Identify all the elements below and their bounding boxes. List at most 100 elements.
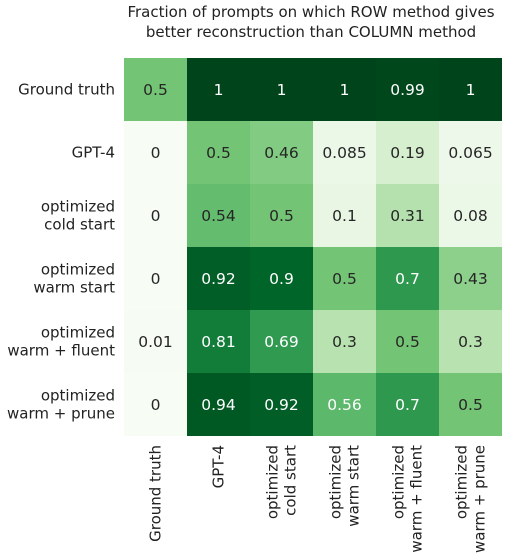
heatmap-cell bbox=[187, 373, 250, 436]
column-label-line: optimized bbox=[390, 445, 408, 519]
heatmap-cell bbox=[313, 121, 376, 184]
row-label: optimized bbox=[41, 324, 115, 342]
heatmap-cell bbox=[439, 58, 502, 121]
cell-value-label: 0.5 bbox=[143, 81, 168, 99]
heatmap-cell bbox=[187, 247, 250, 310]
cell-value-label: 0.94 bbox=[201, 396, 236, 414]
column-label-line: Ground truth bbox=[147, 445, 165, 542]
cell-value-label: 0.5 bbox=[395, 333, 420, 351]
column-label-line: warm + prune bbox=[471, 445, 489, 553]
heatmap-cell bbox=[250, 58, 313, 121]
column-label-line: optimized bbox=[264, 445, 282, 519]
heatmap-cell bbox=[250, 184, 313, 247]
row-label: optimized bbox=[41, 261, 115, 279]
cell-value-label: 0.54 bbox=[201, 207, 236, 225]
row-label: Ground truth bbox=[18, 81, 115, 99]
column-label: optimized warm + prune bbox=[453, 445, 489, 553]
cell-value-label: 0.5 bbox=[269, 207, 294, 225]
cell-value-label: 0 bbox=[151, 144, 161, 162]
heatmap-cell bbox=[187, 310, 250, 373]
heatmap-cell bbox=[124, 121, 187, 184]
chart-title-line: Fraction of prompts on which ROW method … bbox=[127, 3, 494, 21]
column-label-line: optimized bbox=[327, 445, 345, 519]
column-label-line: warm + fluent bbox=[408, 445, 426, 553]
cell-value-label: 0 bbox=[151, 207, 161, 225]
row-label: optimized bbox=[41, 198, 115, 216]
column-label: optimized warm start bbox=[327, 445, 363, 527]
cell-value-label: 0.085 bbox=[322, 144, 366, 162]
heatmap-cell bbox=[250, 247, 313, 310]
row-label: warm + fluent bbox=[7, 342, 115, 360]
column-label: optimized cold start bbox=[264, 445, 300, 519]
cell-value-label: 1 bbox=[466, 81, 476, 99]
heatmap-cell bbox=[313, 58, 376, 121]
chart-title: Fraction of prompts on which ROW method … bbox=[127, 3, 494, 41]
cell-value-label: 1 bbox=[214, 81, 224, 99]
cell-value-label: 0.01 bbox=[138, 333, 173, 351]
cell-value-label: 0.3 bbox=[332, 333, 357, 351]
heatmap-cell bbox=[439, 310, 502, 373]
cell-value-label: 0.81 bbox=[201, 333, 236, 351]
row-label: GPT-4 bbox=[72, 144, 115, 162]
cell-value-label: 0.92 bbox=[201, 270, 236, 288]
cell-value-label: 0.19 bbox=[390, 144, 425, 162]
column-label: GPT-4 bbox=[210, 445, 228, 488]
heatmap-cell bbox=[124, 373, 187, 436]
heatmap-cell bbox=[376, 184, 439, 247]
column-label: Ground truth bbox=[147, 445, 165, 542]
heatmap-cell bbox=[376, 247, 439, 310]
cell-value-label: 0.43 bbox=[453, 270, 488, 288]
cell-value-label: 0.9 bbox=[269, 270, 294, 288]
cell-value-label: 0.69 bbox=[264, 333, 299, 351]
column-labels: Ground truth GPT-4 optimized cold start opti… bbox=[147, 445, 489, 553]
heatmap-cell bbox=[376, 121, 439, 184]
heatmap-cell bbox=[250, 121, 313, 184]
cell-value-label: 0 bbox=[151, 270, 161, 288]
heatmap-cell bbox=[376, 373, 439, 436]
heatmap-cell bbox=[313, 310, 376, 373]
cell-value-label: 0.7 bbox=[395, 396, 420, 414]
heatmap-cell bbox=[439, 373, 502, 436]
heatmap-cell bbox=[439, 247, 502, 310]
chart-title-line: better reconstruction than COLUMN method bbox=[146, 23, 476, 41]
column-label-line: GPT-4 bbox=[210, 445, 228, 488]
cell-value-label: 0.1 bbox=[332, 207, 357, 225]
cell-value-label: 0.3 bbox=[458, 333, 483, 351]
heatmap-cells: 0.5 1 1 1 0.99 1 0 0.5 0.46 0.085 0.19 0.065 0 0.54 0.… bbox=[124, 58, 502, 436]
row-label: warm + prune bbox=[7, 405, 115, 423]
cell-value-label: 1 bbox=[277, 81, 287, 99]
cell-value-label: 0.99 bbox=[390, 81, 425, 99]
cell-value-label: 0.5 bbox=[458, 396, 483, 414]
heatmap-cell bbox=[376, 58, 439, 121]
cell-value-label: 0.065 bbox=[448, 144, 492, 162]
column-label-line: cold start bbox=[282, 445, 300, 516]
heatmap-cell bbox=[376, 310, 439, 373]
heatmap-cell bbox=[124, 247, 187, 310]
cell-value-label: 0.46 bbox=[264, 144, 299, 162]
heatmap-cell bbox=[124, 310, 187, 373]
cell-value-label: 0.92 bbox=[264, 396, 299, 414]
heatmap-cell bbox=[439, 184, 502, 247]
heatmap-cell bbox=[313, 373, 376, 436]
row-label: cold start bbox=[44, 216, 115, 234]
heatmap-cell bbox=[313, 247, 376, 310]
column-label: optimized warm + fluent bbox=[390, 445, 426, 553]
heatmap-cell bbox=[439, 121, 502, 184]
cell-value-label: 0.5 bbox=[332, 270, 357, 288]
heatmap-cell bbox=[187, 184, 250, 247]
heatmap-cell bbox=[250, 310, 313, 373]
column-label-line: warm start bbox=[345, 445, 363, 527]
heatmap-cell bbox=[187, 58, 250, 121]
cell-value-label: 0.56 bbox=[327, 396, 362, 414]
heatmap-cell bbox=[124, 184, 187, 247]
cell-value-label: 0.7 bbox=[395, 270, 420, 288]
heatmap-cell bbox=[187, 121, 250, 184]
heatmap-cell bbox=[250, 373, 313, 436]
cell-value-label: 0.31 bbox=[390, 207, 425, 225]
cell-value-label: 0.5 bbox=[206, 144, 231, 162]
heatmap-cell bbox=[313, 184, 376, 247]
cell-value-label: 1 bbox=[340, 81, 350, 99]
row-label: warm start bbox=[33, 279, 115, 297]
